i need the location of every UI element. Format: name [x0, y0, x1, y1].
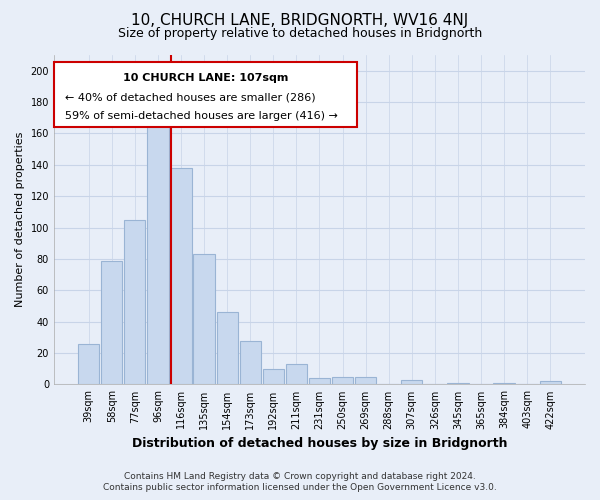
Bar: [309, 378, 330, 384]
Text: Contains HM Land Registry data © Crown copyright and database right 2024.: Contains HM Land Registry data © Crown c…: [124, 472, 476, 481]
Bar: [286, 364, 307, 384]
Y-axis label: Number of detached properties: Number of detached properties: [15, 132, 25, 308]
Bar: [124, 220, 145, 384]
Bar: [147, 122, 169, 384]
Bar: [539, 382, 561, 384]
Bar: [170, 168, 191, 384]
Bar: [101, 260, 122, 384]
Bar: [78, 344, 99, 384]
Text: 10 CHURCH LANE: 107sqm: 10 CHURCH LANE: 107sqm: [122, 73, 288, 83]
Bar: [193, 254, 215, 384]
Text: 59% of semi-detached houses are larger (416) →: 59% of semi-detached houses are larger (…: [65, 110, 337, 120]
Bar: [448, 383, 469, 384]
FancyBboxPatch shape: [54, 62, 356, 128]
Bar: [263, 368, 284, 384]
Bar: [217, 312, 238, 384]
Bar: [332, 376, 353, 384]
Text: ← 40% of detached houses are smaller (286): ← 40% of detached houses are smaller (28…: [65, 93, 315, 103]
Text: 10, CHURCH LANE, BRIDGNORTH, WV16 4NJ: 10, CHURCH LANE, BRIDGNORTH, WV16 4NJ: [131, 12, 469, 28]
Bar: [355, 376, 376, 384]
Text: Contains public sector information licensed under the Open Government Licence v3: Contains public sector information licen…: [103, 484, 497, 492]
Bar: [401, 380, 422, 384]
X-axis label: Distribution of detached houses by size in Bridgnorth: Distribution of detached houses by size …: [132, 437, 507, 450]
Bar: [493, 383, 515, 384]
Bar: [239, 340, 261, 384]
Text: Size of property relative to detached houses in Bridgnorth: Size of property relative to detached ho…: [118, 28, 482, 40]
